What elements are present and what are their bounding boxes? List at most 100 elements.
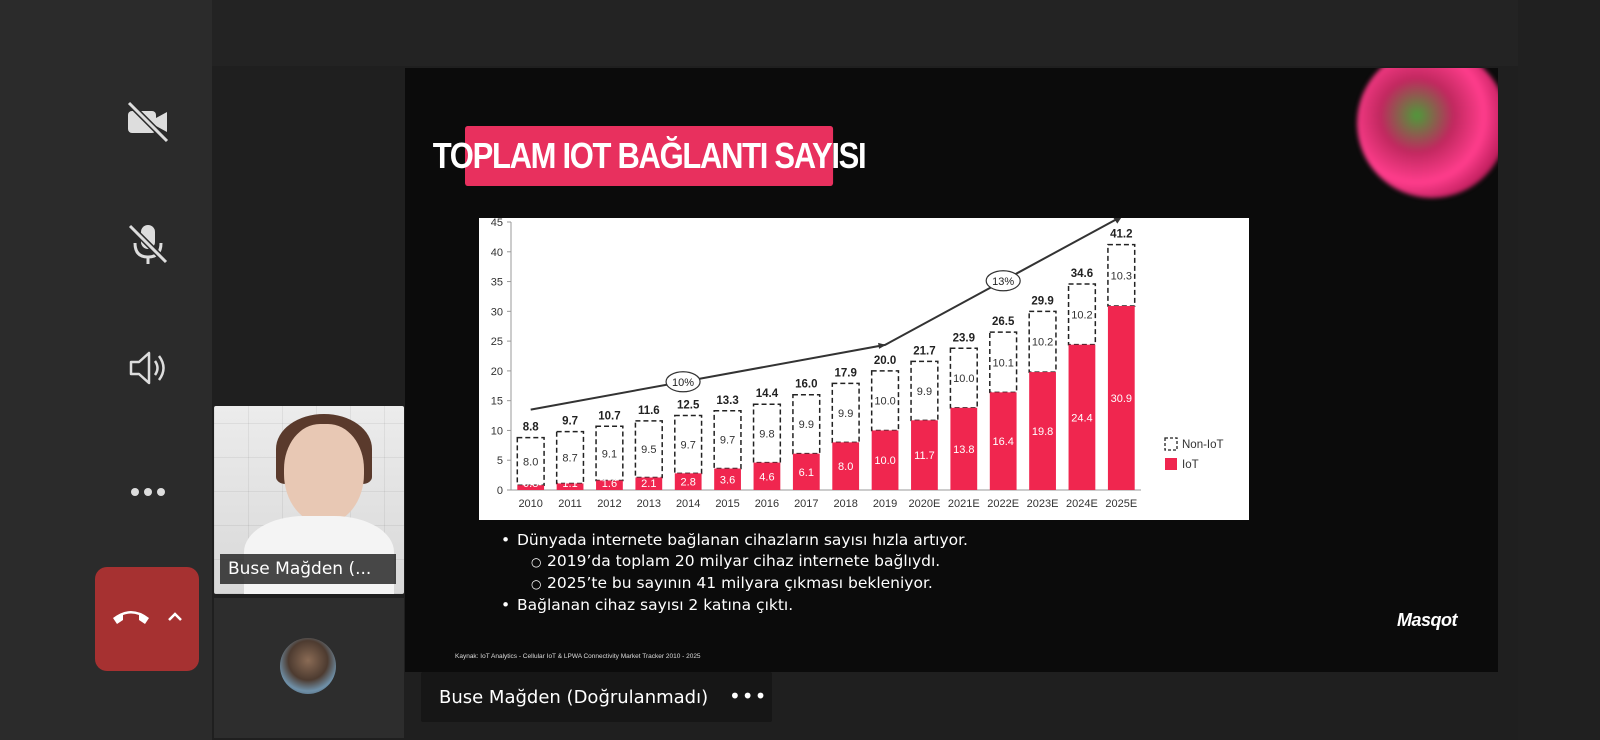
data-label-total: 17.9 [834, 367, 856, 379]
trend-arrowhead [1113, 218, 1122, 224]
bar-iot [1068, 344, 1096, 490]
data-label-total: 21.7 [913, 345, 935, 357]
data-label-total: 13.3 [716, 395, 738, 407]
presenter-name-bar: Buse Mağden (Doğrulanmadı) ••• [421, 672, 772, 722]
bar-iot [832, 442, 860, 490]
bullet-item: ○ 2025’te bu sayının 41 milyara çıkması b… [531, 574, 933, 592]
participant-video-tile[interactable]: Buse Mağden (... [214, 406, 404, 594]
x-tick-label: 2021E [948, 498, 980, 510]
data-label-iot: 3.6 [720, 474, 735, 486]
control-rail [0, 0, 212, 740]
data-label-non-iot: 8.7 [562, 453, 577, 465]
bar-iot [517, 485, 545, 490]
y-tick-label: 5 [497, 455, 503, 467]
y-tick-label: 20 [491, 366, 503, 378]
data-label-non-iot: 9.9 [838, 408, 853, 420]
growth-annotation-oval [985, 270, 1021, 292]
data-label-total: 41.2 [1110, 229, 1132, 241]
y-tick-label: 35 [491, 277, 503, 289]
more-options-button[interactable] [100, 444, 196, 540]
bar-non-iot [949, 347, 978, 409]
bar-iot [989, 392, 1017, 490]
right-edge [1518, 0, 1600, 740]
participant-name-label: Buse Mağden (... [220, 554, 396, 584]
data-label-total: 29.9 [1031, 295, 1053, 307]
bar-non-iot [595, 425, 624, 482]
second-participant-tile[interactable] [214, 598, 404, 738]
data-label-iot: 6.1 [799, 467, 814, 479]
legend-swatch-iot [1165, 458, 1177, 470]
x-tick-label: 2022E [987, 498, 1019, 510]
brand-logo: Masqot [1397, 610, 1458, 630]
mic-toggle-button[interactable] [100, 196, 196, 292]
bar-iot [674, 473, 702, 490]
data-label-total: 8.8 [523, 422, 540, 434]
data-label-iot: 1.1 [562, 478, 577, 490]
bar-iot [596, 480, 623, 490]
data-label-iot: 19.8 [1032, 426, 1053, 438]
data-label-iot: 2.8 [681, 477, 696, 489]
x-tick-label: 2025E [1105, 498, 1137, 510]
presenter-more-button[interactable]: ••• [729, 684, 768, 708]
x-tick-label: 2015 [715, 498, 739, 510]
data-label-iot: 13.8 [953, 444, 974, 456]
data-label-non-iot: 10.3 [1111, 270, 1132, 282]
bar-iot [911, 420, 938, 490]
y-tick-label: 45 [491, 218, 503, 229]
data-label-non-iot: 10.0 [953, 373, 974, 385]
end-call-button[interactable] [95, 567, 199, 671]
speaker-button[interactable] [100, 320, 196, 416]
y-tick-label: 0 [497, 485, 503, 497]
bar-non-iot [989, 331, 1018, 394]
data-label-iot: 10.0 [874, 455, 895, 467]
data-label-iot: 8.0 [838, 461, 853, 473]
legend-label-iot: IoT [1182, 459, 1199, 471]
bar-iot [950, 407, 978, 490]
more-icon [131, 488, 165, 496]
bar-iot [792, 453, 820, 490]
y-tick-label: 30 [491, 306, 503, 318]
bar-iot [871, 430, 899, 490]
bar-non-iot [516, 436, 545, 486]
data-label-total: 16.0 [795, 379, 817, 391]
decorative-orb [1357, 68, 1507, 198]
data-label-total: 26.5 [992, 316, 1015, 328]
data-label-total: 10.7 [598, 410, 620, 422]
data-label-iot: 2.1 [641, 478, 656, 490]
bar-non-iot [713, 410, 742, 470]
bar-iot [753, 462, 781, 490]
mic-off-icon [127, 223, 169, 265]
data-label-non-iot: 9.9 [917, 386, 932, 398]
data-label-non-iot: 8.0 [523, 456, 538, 468]
bar-iot [556, 483, 584, 490]
chevron-up-icon[interactable] [165, 607, 185, 627]
bar-non-iot [1067, 283, 1097, 346]
bar-iot [1107, 305, 1135, 490]
x-tick-label: 2011 [558, 498, 582, 510]
data-label-total: 34.6 [1071, 268, 1093, 280]
bar-iot [714, 468, 741, 490]
presenter-label: Buse Mağden (Doğrulanmadı) [439, 686, 709, 708]
data-label-non-iot: 9.1 [602, 448, 617, 460]
data-label-iot: 1.6 [602, 478, 617, 490]
bullet-list: • Dünyada internete bağlanan cihazların s… [501, 530, 968, 616]
bar-non-iot [910, 360, 939, 422]
speaker-icon [129, 351, 165, 385]
bar-non-iot [555, 430, 585, 485]
data-label-iot: 16.4 [992, 436, 1013, 448]
camera-toggle-button[interactable] [100, 74, 196, 170]
x-tick-label: 2013 [637, 498, 661, 510]
legend-label-non-iot: Non-IoT [1182, 439, 1224, 451]
chart-svg: 0 5 10 15 20 25 30 35 40 45 8.0 0.8 8.8 2010 8.7 1.1 9.7… [491, 218, 1224, 510]
data-label-total: 23.9 [953, 332, 975, 344]
data-label-iot: 24.4 [1071, 412, 1092, 424]
data-label-total: 11.6 [638, 405, 660, 417]
shared-slide: TOPLAM IOT BAĞLANTI SAYISI 0 5 10 15 20 25 30 3… [405, 68, 1518, 672]
data-label-total: 12.5 [677, 400, 700, 412]
x-tick-label: 2019 [873, 498, 897, 510]
bullet-item: ○ 2019’da toplam 20 milyar cihaz internet… [531, 552, 941, 570]
data-label-non-iot: 9.8 [759, 428, 774, 440]
y-tick-label: 25 [491, 336, 503, 348]
growth-annotation: 13% [992, 276, 1014, 288]
top-strip [212, 0, 1518, 66]
